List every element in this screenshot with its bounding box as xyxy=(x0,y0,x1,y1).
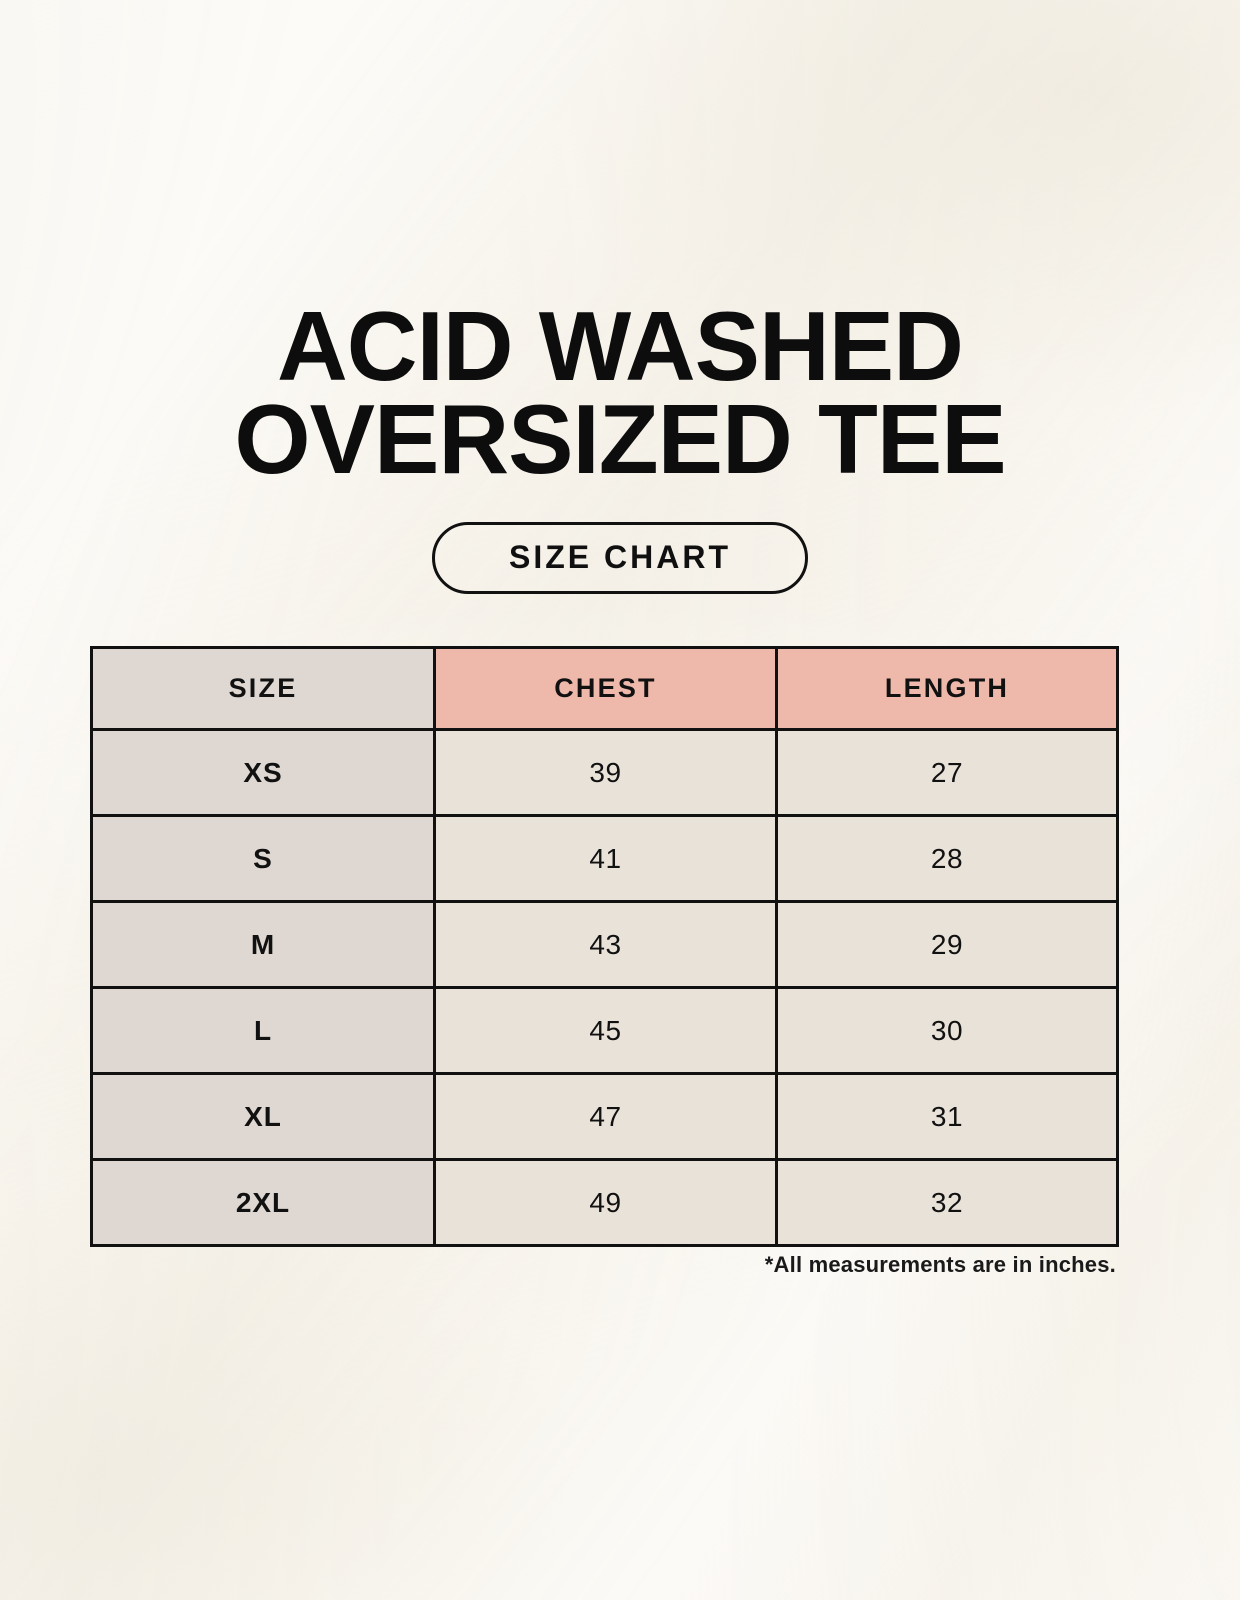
page-title-line-1: ACID WASHED xyxy=(277,291,964,401)
cell-chest: 43 xyxy=(433,900,778,989)
cell-length: 29 xyxy=(775,900,1119,989)
size-table-body: XS 39 27 S 41 28 M 43 29 L 45 30 xyxy=(90,728,1119,1247)
table-row: XL 47 31 xyxy=(90,1072,1119,1161)
cell-length: 32 xyxy=(775,1158,1119,1247)
size-table-container: SIZE CHEST LENGTH XS 39 27 S 41 28 M xyxy=(90,646,1119,1247)
cell-size: L xyxy=(90,986,436,1075)
cell-size: M xyxy=(90,900,436,989)
measurements-footnote: *All measurements are in inches. xyxy=(764,1252,1116,1277)
size-chart-badge-wrap: SIZE CHART xyxy=(0,522,1240,594)
cell-chest: 49 xyxy=(433,1158,778,1247)
size-table: SIZE CHEST LENGTH XS 39 27 S 41 28 M xyxy=(90,646,1119,1247)
cell-length: 28 xyxy=(775,814,1119,903)
column-header-size: SIZE xyxy=(90,646,436,731)
column-header-chest: CHEST xyxy=(433,646,778,731)
cell-size: XL xyxy=(90,1072,436,1161)
table-header-row: SIZE CHEST LENGTH xyxy=(90,646,1119,731)
table-row: M 43 29 xyxy=(90,900,1119,989)
page-title-line-2: OVERSIZED TEE xyxy=(234,384,1006,495)
cell-size: S xyxy=(90,814,436,903)
page-title: ACID WASHED OVERSIZED TEE xyxy=(0,291,1240,495)
table-row: 2XL 49 32 xyxy=(90,1158,1119,1247)
cell-length: 27 xyxy=(775,728,1119,817)
cell-size: 2XL xyxy=(90,1158,436,1247)
table-row: XS 39 27 xyxy=(90,728,1119,817)
size-chart-badge: SIZE CHART xyxy=(432,522,808,594)
cell-chest: 41 xyxy=(433,814,778,903)
table-row: S 41 28 xyxy=(90,814,1119,903)
cell-chest: 47 xyxy=(433,1072,778,1161)
cell-chest: 39 xyxy=(433,728,778,817)
cell-chest: 45 xyxy=(433,986,778,1075)
table-row: L 45 30 xyxy=(90,986,1119,1075)
cell-size: XS xyxy=(90,728,436,817)
size-table-head: SIZE CHEST LENGTH xyxy=(90,646,1119,731)
cell-length: 30 xyxy=(775,986,1119,1075)
column-header-length: LENGTH xyxy=(775,646,1119,731)
cell-length: 31 xyxy=(775,1072,1119,1161)
